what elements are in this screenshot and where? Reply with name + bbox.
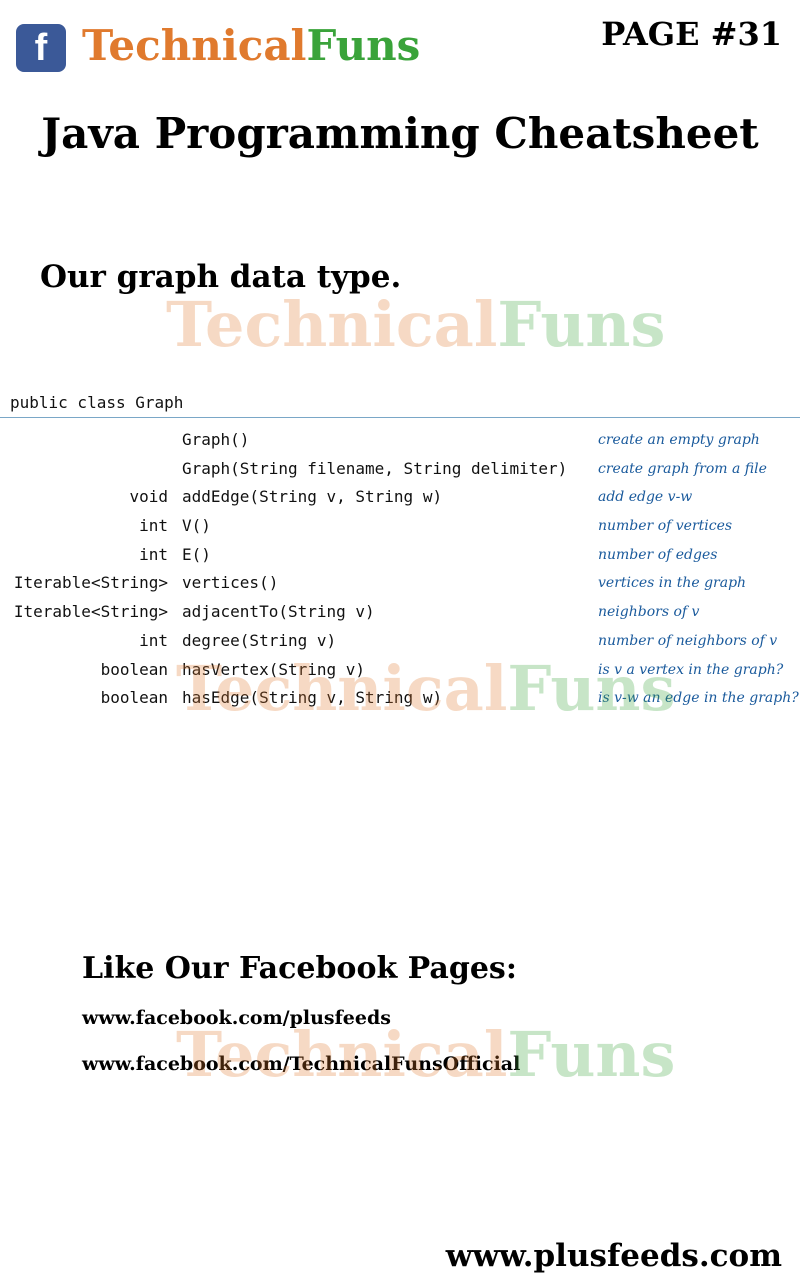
api-row: Graph() create an empty graph xyxy=(0,426,800,455)
api-row: Graph(String filename, String delimiter)… xyxy=(0,455,800,484)
facebook-link-plusfeeds[interactable]: www.facebook.com/plusfeeds xyxy=(82,1007,391,1029)
api-return-type: Iterable<String> xyxy=(13,602,168,622)
api-row: int V() number of vertices xyxy=(0,512,800,541)
api-method-description: add edge v-w xyxy=(598,489,693,506)
api-method-signature: Graph(String filename, String delimiter) xyxy=(182,458,568,478)
api-method-signature: hasEdge(String v, String w) xyxy=(182,688,443,708)
api-return-type: int xyxy=(139,544,168,564)
api-row: Iterable<String> vertices() vertices in th… xyxy=(0,569,800,598)
site-url-link[interactable]: www.plusfeeds.com xyxy=(445,1238,782,1274)
api-row: int degree(String v) number of neighbors o… xyxy=(0,627,800,656)
section-title: Our graph data type. xyxy=(40,259,402,295)
facebook-link-technicalfuns[interactable]: www.facebook.com/TechnicalFunsOfficial xyxy=(82,1053,521,1075)
api-method-signature: E() xyxy=(182,544,211,564)
watermark-part2: Funs xyxy=(497,288,666,361)
api-method-signature: V() xyxy=(182,516,211,536)
page-title: Java Programming Cheatsheet xyxy=(41,109,759,158)
watermark-part2: Funs xyxy=(507,1018,676,1091)
api-method-description: number of vertices xyxy=(598,518,733,535)
api-method-description: create graph from a file xyxy=(598,460,767,477)
api-method-description: is v-w an edge in the graph? xyxy=(598,690,799,707)
api-return-type: void xyxy=(129,487,168,507)
api-method-description: is v a vertex in the graph? xyxy=(598,661,784,678)
api-row: boolean hasEdge(String v, String w) is v-w… xyxy=(0,684,800,713)
api-method-description: number of edges xyxy=(598,546,718,563)
api-row: int E() number of edges xyxy=(0,541,800,570)
api-return-type: int xyxy=(139,516,168,536)
api-class-header: public class Graph xyxy=(10,393,184,412)
brand-part-funs: Funs xyxy=(306,21,421,70)
watermark-top: TechnicalFuns xyxy=(166,290,665,360)
api-return-type: Iterable<String> xyxy=(13,573,168,593)
facebook-pages-heading: Like Our Facebook Pages: xyxy=(82,951,517,986)
api-method-description: create an empty graph xyxy=(598,432,760,448)
api-method-description: neighbors of v xyxy=(598,604,700,621)
page-number: PAGE #31 xyxy=(601,15,782,53)
api-return-type: boolean xyxy=(100,688,168,708)
api-row: Iterable<String> adjacentTo(String v) neig… xyxy=(0,598,800,627)
api-method-description: number of neighbors of v xyxy=(598,632,778,649)
brand-logo: TechnicalFuns xyxy=(82,20,420,72)
brand-part-technical: Technical xyxy=(82,21,307,70)
api-table: Graph() create an empty graph Graph(String… xyxy=(0,426,800,713)
api-method-signature: Graph() xyxy=(182,430,250,449)
api-method-signature: vertices() xyxy=(182,573,279,593)
api-divider xyxy=(0,417,800,418)
api-row: void addEdge(String v, String w) add edge … xyxy=(0,483,800,512)
api-method-signature: adjacentTo(String v) xyxy=(182,602,375,622)
api-row: boolean hasVertex(String v) is v a vertex … xyxy=(0,656,800,685)
api-method-signature: hasVertex(String v) xyxy=(182,659,366,679)
facebook-logo-icon: f xyxy=(16,24,66,72)
api-method-signature: degree(String v) xyxy=(182,630,337,650)
api-method-description: vertices in the graph xyxy=(598,575,747,592)
api-return-type: boolean xyxy=(100,659,168,679)
api-method-signature: addEdge(String v, String w) xyxy=(182,487,443,507)
api-return-type: int xyxy=(139,630,168,650)
watermark-part1: Technical xyxy=(166,288,498,361)
